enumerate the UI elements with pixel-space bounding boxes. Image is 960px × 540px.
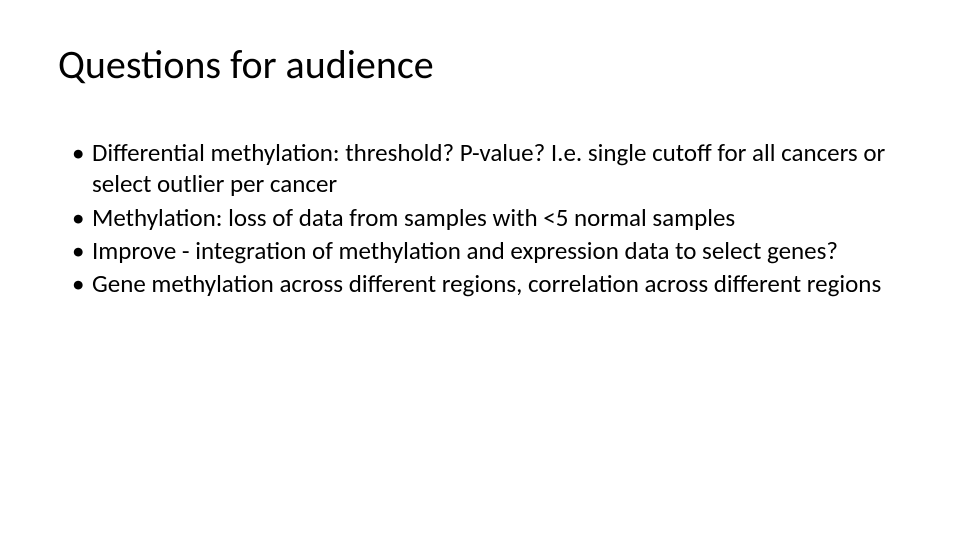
list-item: Methylation: loss of data from samples w… (72, 202, 900, 233)
list-item: Differential methylation: threshold? P-v… (72, 137, 900, 200)
list-item: Improve - integration of methylation and… (72, 235, 900, 266)
bullet-list: Differential methylation: threshold? P-v… (58, 137, 900, 299)
list-item: Gene methylation across different region… (72, 268, 900, 299)
slide-title: Questions for audience (58, 40, 900, 89)
slide-container: Questions for audience Differential meth… (0, 0, 960, 540)
